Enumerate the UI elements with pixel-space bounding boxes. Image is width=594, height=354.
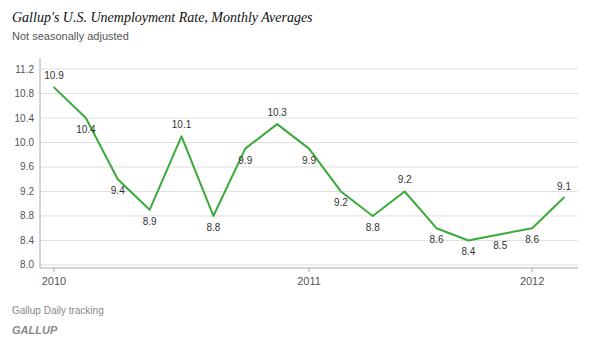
data-label: 9.1 [557, 181, 571, 192]
x-tick [54, 268, 55, 272]
data-label: 9.2 [398, 174, 412, 185]
grid-line [40, 118, 578, 119]
data-label: 8.4 [461, 246, 475, 257]
subtitle: Not seasonally adjusted [12, 30, 129, 42]
x-tick [532, 268, 533, 272]
y-tick-label: 9.2 [20, 186, 34, 197]
grid-line [40, 166, 578, 167]
y-tick-label: 9.6 [20, 161, 34, 172]
y-tick-label: 8.4 [20, 235, 34, 246]
grid [40, 69, 578, 265]
data-label: 8.9 [143, 216, 157, 227]
chart: Gallup's U.S. Unemployment Rate, Monthly… [0, 0, 594, 354]
data-label: 9.9 [302, 155, 316, 166]
y-axis-line [40, 58, 41, 268]
grid-line [40, 264, 578, 265]
data-label: 8.6 [430, 234, 444, 245]
data-label: 8.8 [206, 222, 220, 233]
y-tick-label: 10.8 [15, 88, 35, 99]
x-tick-label: 2010 [42, 275, 66, 287]
grid-line [40, 215, 578, 216]
y-tick-label: 8.0 [20, 259, 34, 270]
y-tick-label: 11.2 [15, 64, 34, 75]
title: Gallup's U.S. Unemployment Rate, Monthly… [12, 10, 313, 25]
data-label: 8.5 [493, 240, 507, 251]
data-label: 8.8 [366, 222, 380, 233]
data-label: 10.9 [44, 70, 64, 81]
data-label: 10.4 [76, 124, 96, 135]
data-label: 10.1 [172, 119, 192, 130]
y-tick-label: 10.4 [15, 113, 35, 124]
grid-line [40, 93, 578, 94]
annotation: GALLUP [12, 324, 58, 336]
data-label: 8.6 [525, 234, 539, 245]
x-tick [309, 268, 310, 272]
grid-line [40, 69, 578, 70]
grid-line [40, 142, 578, 143]
data-label: 9.2 [334, 197, 348, 208]
data-label: 9.9 [238, 155, 252, 166]
annotation: Gallup Daily tracking [12, 305, 104, 316]
y-tick-label: 10.0 [15, 137, 35, 148]
line [54, 87, 564, 240]
series [54, 87, 564, 240]
x-tick-label: 2012 [520, 275, 544, 287]
data-label: 10.3 [267, 107, 287, 118]
y-tick-label: 8.8 [20, 210, 34, 221]
data-label: 9.4 [111, 185, 125, 196]
x-tick-label: 2011 [297, 275, 321, 287]
